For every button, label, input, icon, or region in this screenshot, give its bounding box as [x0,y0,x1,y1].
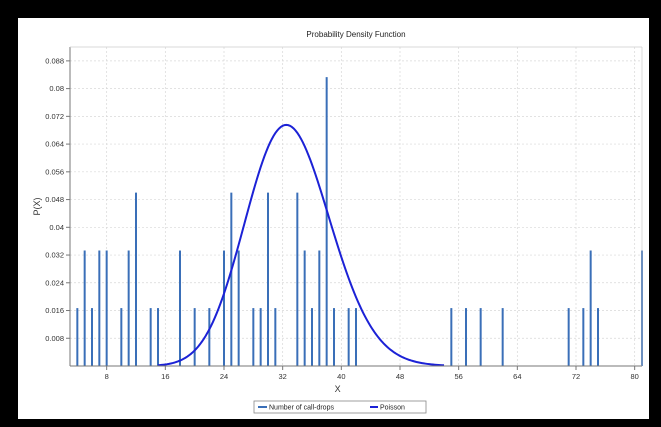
x-tick-label: 24 [220,372,228,381]
legend-box [253,400,427,414]
y-tick-label: 0.072 [45,112,64,121]
y-tick-label: 0.048 [45,195,64,204]
y-ticks: 0.008 0.016 0.024 0.032 0.04 0.048 0.056 0.064 0… [45,56,70,343]
y-tick-label: 0.032 [45,251,64,260]
poisson-curve [157,123,445,367]
x-tick-label: 64 [513,372,521,381]
x-tick-label: 16 [161,372,169,381]
y-tick-label: 0.04 [49,223,64,232]
x-tick-label: 48 [396,372,404,381]
legend: Number of call-drops Poisson [253,400,427,414]
x-tick-label: 56 [454,372,462,381]
x-tick-label: 32 [278,372,286,381]
y-tick-label: 0.024 [45,278,64,287]
legend-label-poisson: Poisson [380,405,405,412]
x-ticks: 8 16 24 32 40 48 56 64 72 80 [105,366,639,381]
x-tick-label: 72 [572,372,580,381]
x-tick-label: 80 [630,372,638,381]
y-tick-label: 0.08 [49,84,64,93]
y-tick-label: 0.016 [45,306,64,315]
bar-series [76,77,643,366]
x-axis-label: X [335,384,341,394]
y-tick-label: 0.056 [45,167,64,176]
x-tick-label: 8 [105,372,109,381]
y-tick-label: 0.064 [45,140,64,149]
y-tick-label: 0.088 [45,56,64,65]
chart-title: Probability Density Function [306,30,405,39]
x-tick-label: 40 [337,372,345,381]
legend-label-bars: Number of call-drops [269,405,334,412]
y-axis-label: P(X) [32,197,42,215]
y-tick-label: 0.008 [45,334,64,343]
